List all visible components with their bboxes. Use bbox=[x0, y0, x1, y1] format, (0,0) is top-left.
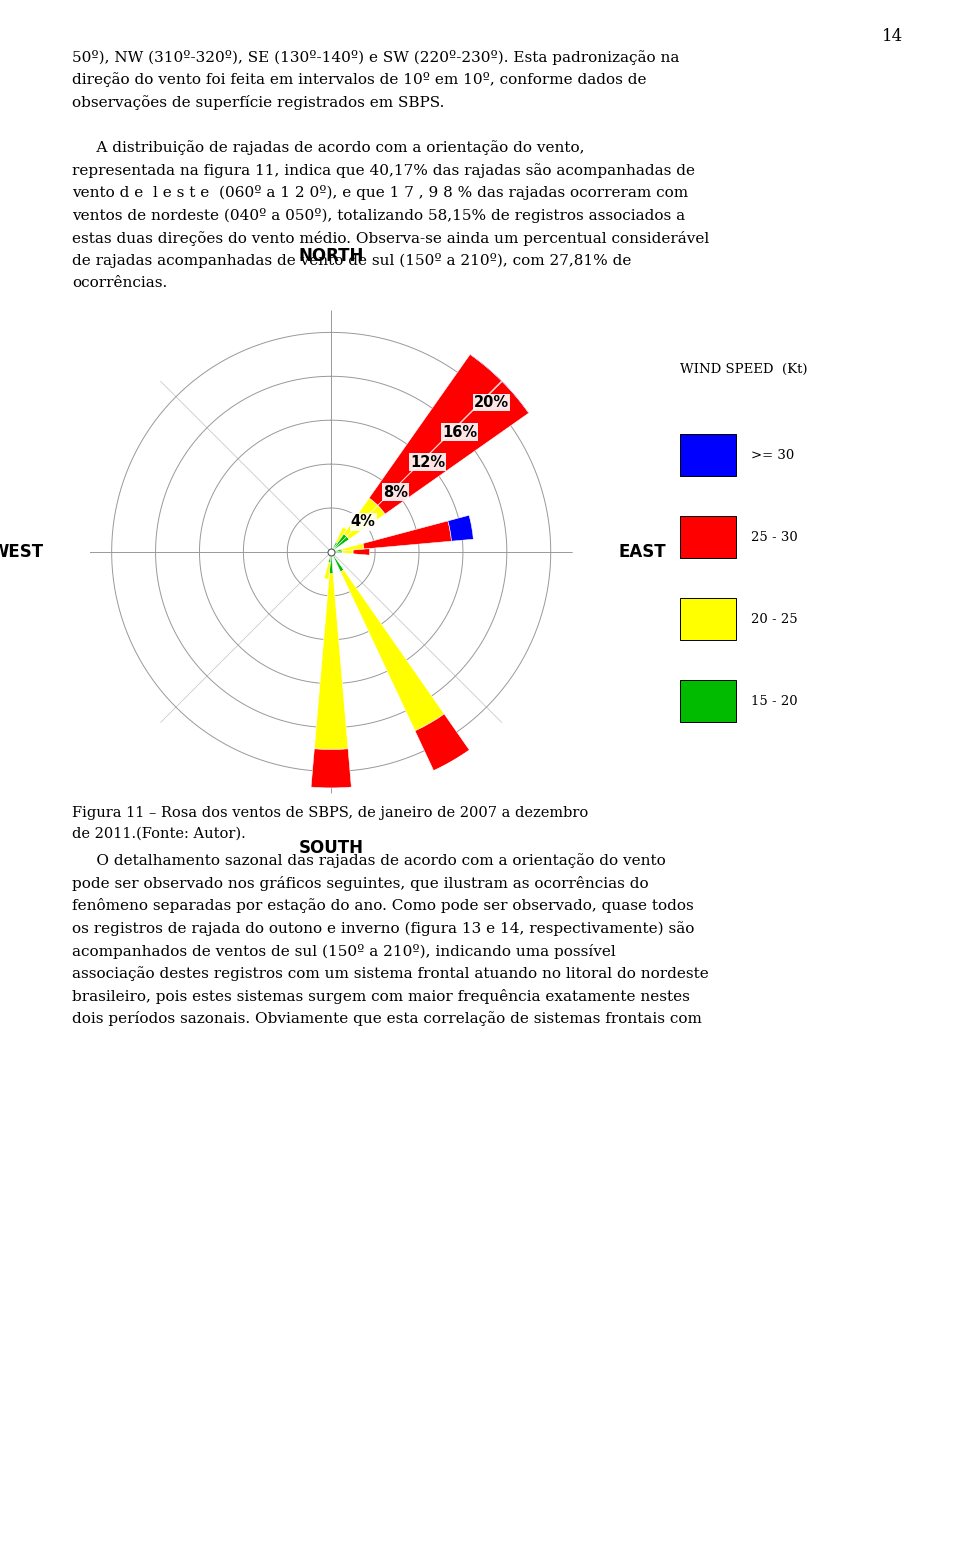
Text: 50º), NW (310º-320º), SE (130º-140º) e SW (220º-230º). Esta padronização na: 50º), NW (310º-320º), SE (130º-140º) e S… bbox=[72, 50, 680, 65]
Bar bbox=[331, 536, 349, 552]
Text: 8%: 8% bbox=[383, 485, 408, 500]
Text: EAST: EAST bbox=[618, 542, 666, 561]
Bar bbox=[331, 542, 338, 552]
Text: 15 - 20: 15 - 20 bbox=[751, 695, 798, 707]
Bar bbox=[470, 174, 657, 380]
Text: 16%: 16% bbox=[443, 425, 477, 439]
Text: de 2011.(Fonte: Autor).: de 2011.(Fonte: Autor). bbox=[72, 827, 246, 841]
Text: ventos de nordeste (040º a 050º), totalizando 58,15% de registros associados a: ventos de nordeste (040º a 050º), totali… bbox=[72, 209, 685, 223]
Text: ocorrências.: ocorrências. bbox=[72, 276, 167, 290]
Bar bbox=[341, 570, 444, 731]
Text: associação destes registros com um sistema frontal atuando no litoral do nordest: associação destes registros com um siste… bbox=[72, 966, 708, 982]
Bar bbox=[314, 573, 348, 749]
Text: fenômeno separadas por estação do ano. Como pode ser observado, quase todos: fenômeno separadas por estação do ano. C… bbox=[72, 899, 694, 913]
Bar bbox=[324, 562, 330, 580]
Text: 4%: 4% bbox=[350, 514, 375, 530]
Bar bbox=[344, 499, 377, 536]
Bar bbox=[336, 527, 347, 542]
Bar bbox=[331, 552, 344, 572]
Text: NORTH: NORTH bbox=[299, 246, 364, 265]
Bar bbox=[331, 548, 342, 552]
Text: Figura 11 – Rosa dos ventos de SBPS, de janeiro de 2007 a dezembro: Figura 11 – Rosa dos ventos de SBPS, de … bbox=[72, 805, 588, 820]
Text: >= 30: >= 30 bbox=[751, 449, 795, 461]
Text: O detalhamento sazonal das rajadas de acordo com a orientação do vento: O detalhamento sazonal das rajadas de ac… bbox=[72, 854, 665, 868]
Bar bbox=[353, 548, 370, 555]
Bar bbox=[415, 714, 469, 771]
Bar bbox=[363, 520, 451, 548]
Bar bbox=[311, 749, 351, 788]
Bar bbox=[342, 544, 364, 552]
Bar bbox=[329, 552, 333, 573]
Text: WEST: WEST bbox=[0, 542, 44, 561]
Bar bbox=[328, 552, 331, 562]
Text: 12%: 12% bbox=[410, 455, 445, 469]
Text: pode ser observado nos gráficos seguintes, que ilustram as ocorrências do: pode ser observado nos gráficos seguinte… bbox=[72, 876, 649, 891]
Bar bbox=[342, 550, 353, 553]
Text: observações de superfície registrados em SBPS.: observações de superfície registrados em… bbox=[72, 95, 444, 111]
Bar bbox=[680, 516, 736, 558]
Text: SOUTH: SOUTH bbox=[299, 840, 364, 857]
Text: 25 - 30: 25 - 30 bbox=[751, 531, 798, 544]
Bar bbox=[378, 382, 529, 514]
Bar bbox=[331, 534, 347, 552]
Bar bbox=[448, 516, 473, 541]
Bar bbox=[369, 354, 502, 505]
Text: representada na figura 11, indica que 40,17% das rajadas são acompanhadas de: representada na figura 11, indica que 40… bbox=[72, 164, 695, 178]
Text: 14: 14 bbox=[882, 28, 903, 45]
Bar bbox=[331, 552, 342, 553]
Bar bbox=[680, 598, 736, 640]
Point bbox=[324, 539, 339, 564]
Text: os registros de rajada do outono e inverno (figura 13 e 14, respectivamente) são: os registros de rajada do outono e inver… bbox=[72, 921, 694, 936]
Text: dois períodos sazonais. Obviamente que esta correlação de sistemas frontais com: dois períodos sazonais. Obviamente que e… bbox=[72, 1011, 702, 1027]
Text: vento d e  l e s t e  (060º a 1 2 0º), e que 1 7 , 9 8 % das rajadas ocorreram c: vento d e l e s t e (060º a 1 2 0º), e q… bbox=[72, 185, 688, 201]
Text: A distribuição de rajadas de acordo com a orientação do vento,: A distribuição de rajadas de acordo com … bbox=[72, 140, 585, 156]
Bar bbox=[680, 681, 736, 723]
Text: 20 - 25: 20 - 25 bbox=[751, 612, 798, 626]
Text: direção do vento foi feita em intervalos de 10º em 10º, conforme dados de: direção do vento foi feita em intervalos… bbox=[72, 72, 646, 87]
Text: WIND SPEED  (Kt): WIND SPEED (Kt) bbox=[680, 363, 807, 375]
Bar bbox=[680, 435, 736, 477]
Text: brasileiro, pois estes sistemas surgem com maior frequência exatamente nestes: brasileiro, pois estes sistemas surgem c… bbox=[72, 989, 690, 1003]
Text: 20%: 20% bbox=[474, 394, 510, 410]
Text: estas duas direções do vento médio. Observa-se ainda um percentual considerável: estas duas direções do vento médio. Obse… bbox=[72, 231, 709, 246]
Text: acompanhados de ventos de sul (150º a 210º), indicando uma possível: acompanhados de ventos de sul (150º a 21… bbox=[72, 944, 615, 958]
Text: de rajadas acompanhadas de vento de sul (150º a 210º), com 27,81% de: de rajadas acompanhadas de vento de sul … bbox=[72, 254, 632, 268]
Bar bbox=[502, 226, 708, 413]
Bar bbox=[347, 505, 385, 539]
